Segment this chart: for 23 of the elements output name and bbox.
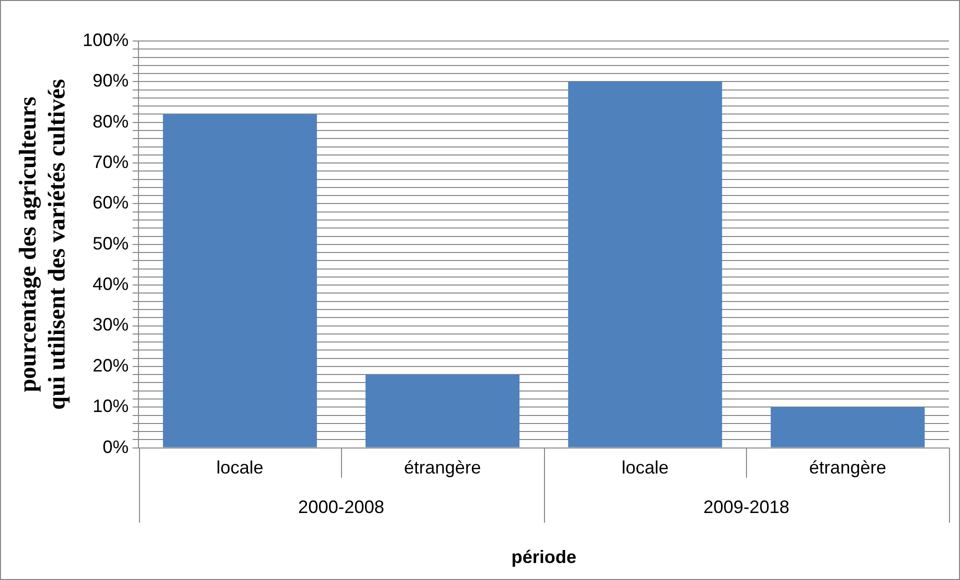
bar	[162, 114, 317, 448]
x-tick-label: locale	[622, 458, 669, 478]
x-tick-label: étrangère	[809, 458, 886, 478]
x-axis-title: période	[511, 547, 576, 568]
y-tick-label: 40%	[92, 274, 129, 294]
y-tick-label: 30%	[92, 314, 129, 335]
bar	[568, 82, 722, 448]
bar	[366, 374, 520, 448]
y-tick-label: 20%	[92, 355, 129, 376]
y-tick-label: 10%	[92, 396, 129, 416]
y-axis-title: pourcentage des agriculteurs qui utilisent des variétés cultivés	[16, 79, 70, 410]
text: 2000-2008	[298, 496, 384, 517]
y-tick-label: 80%	[92, 111, 129, 132]
y-tick-label: 0%	[102, 436, 129, 457]
x-tick-label: locale	[216, 458, 264, 478]
bar	[770, 407, 925, 448]
y-tick-label: 60%	[92, 192, 129, 213]
x-tick-label: étrangère	[404, 458, 482, 478]
y-tick-label: 100%	[82, 30, 129, 50]
y-tick-label: 50%	[92, 233, 129, 254]
y-tick-label: 90%	[92, 70, 129, 91]
y-tick-label: 70%	[92, 152, 129, 172]
text: 2009-2018	[703, 496, 790, 517]
